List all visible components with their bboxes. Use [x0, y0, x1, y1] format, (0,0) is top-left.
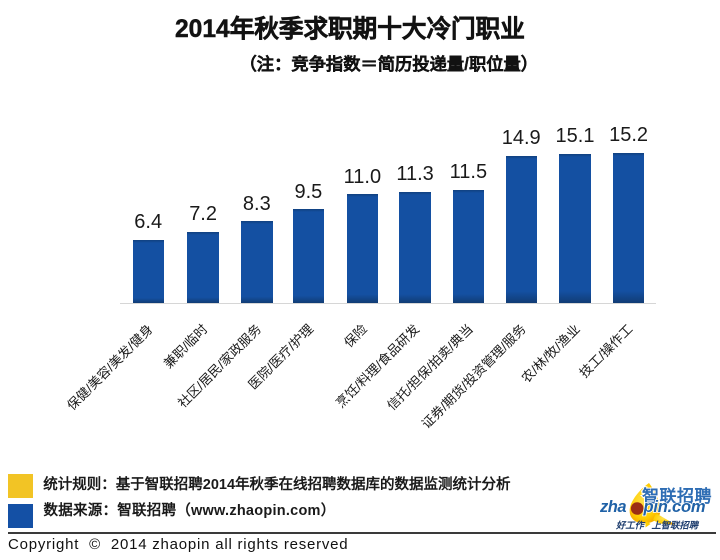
svg-text:智联招聘: 智联招聘 [642, 486, 712, 506]
svg-text:好工作: 好工作 [615, 520, 646, 531]
svg-text:pin.com: pin.com [643, 498, 706, 516]
svg-text:上智联招聘: 上智联招聘 [652, 520, 700, 531]
svg-text:zha: zha [599, 498, 626, 516]
